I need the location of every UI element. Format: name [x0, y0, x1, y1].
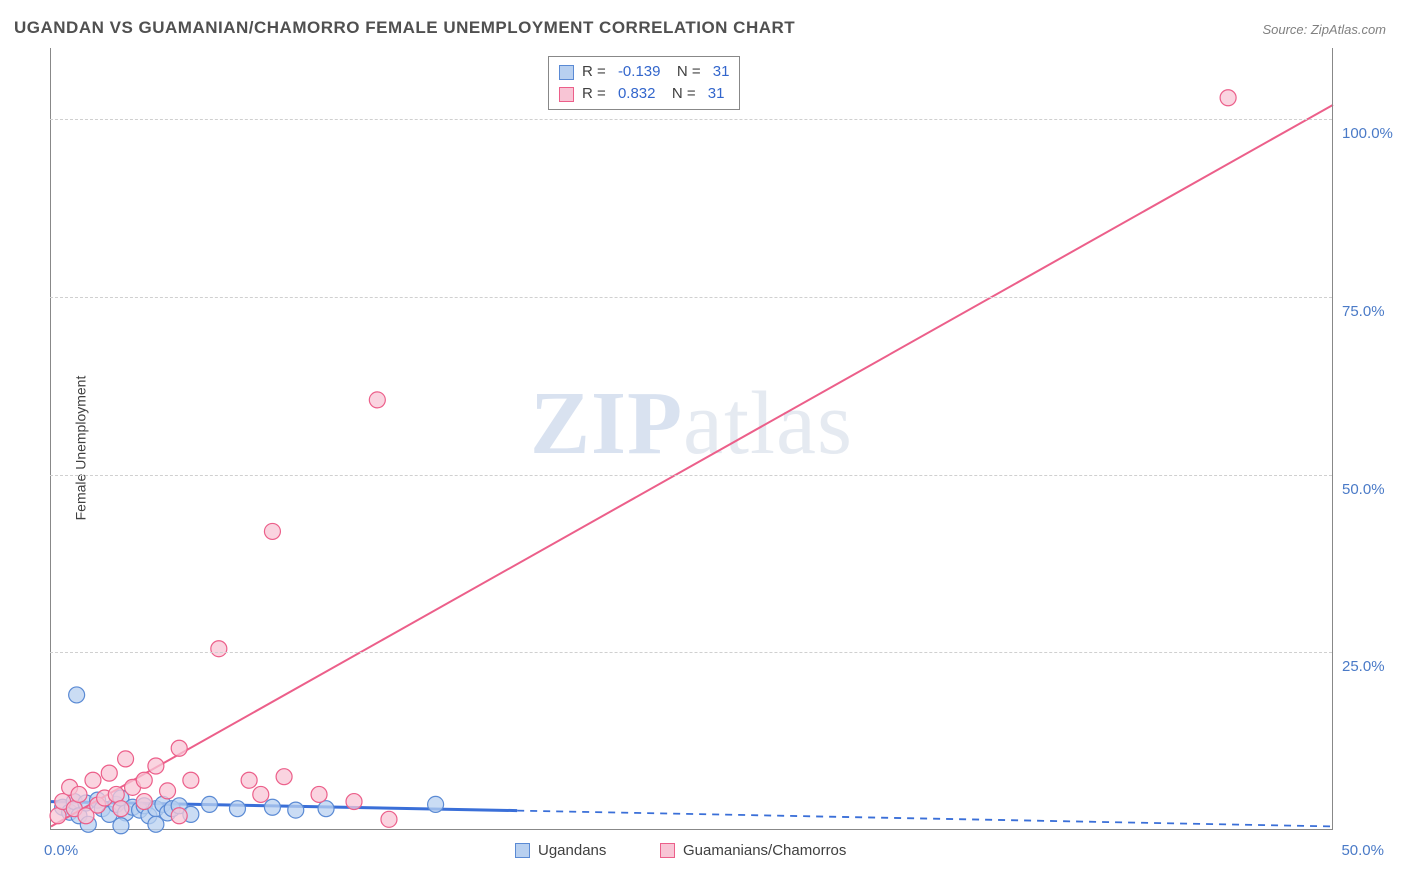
y-tick-label: 100.0%: [1342, 125, 1393, 142]
gridline: [50, 297, 1332, 298]
source-attribution: Source: ZipAtlas.com: [1262, 22, 1386, 37]
stat-n-label: N =: [668, 61, 704, 83]
chart-title: UGANDAN VS GUAMANIAN/CHAMORRO FEMALE UNE…: [14, 18, 795, 38]
stat-r-0: -0.139: [618, 61, 661, 83]
gridline: [50, 652, 1332, 653]
swatch-series-1: [559, 87, 574, 102]
stats-row-0: R = -0.139 N = 31: [559, 61, 729, 83]
stat-n-label: N =: [663, 83, 699, 105]
chart-container: UGANDAN VS GUAMANIAN/CHAMORRO FEMALE UNE…: [0, 0, 1406, 892]
y-tick-label: 75.0%: [1342, 303, 1385, 320]
stat-r-1: 0.832: [618, 83, 656, 105]
plot-area: ZIPatlas: [50, 48, 1332, 830]
legend-item-1: Guamanians/Chamorros: [660, 842, 846, 859]
gridline: [50, 119, 1332, 120]
stat-r-label: R =: [582, 61, 610, 83]
legend-swatch-1: [660, 843, 675, 858]
plot-svg: [51, 48, 1333, 830]
y-tick-label: 25.0%: [1342, 658, 1385, 675]
legend-swatch-0: [515, 843, 530, 858]
stats-box: R = -0.139 N = 31 R = 0.832 N = 31: [548, 56, 740, 110]
stats-row-1: R = 0.832 N = 31: [559, 83, 729, 105]
stat-r-label: R =: [582, 83, 610, 105]
y-tick-label: 50.0%: [1342, 481, 1385, 498]
right-axis-line: [1332, 48, 1333, 830]
gridline: [50, 475, 1332, 476]
swatch-series-0: [559, 65, 574, 80]
legend-label-1: Guamanians/Chamorros: [683, 842, 846, 859]
x-tick-50: 50.0%: [1341, 842, 1384, 859]
x-tick-0: 0.0%: [44, 842, 78, 859]
stat-n-0: 31: [713, 61, 730, 83]
legend-label-0: Ugandans: [538, 842, 606, 859]
legend-item-0: Ugandans: [515, 842, 606, 859]
stat-n-1: 31: [708, 83, 725, 105]
